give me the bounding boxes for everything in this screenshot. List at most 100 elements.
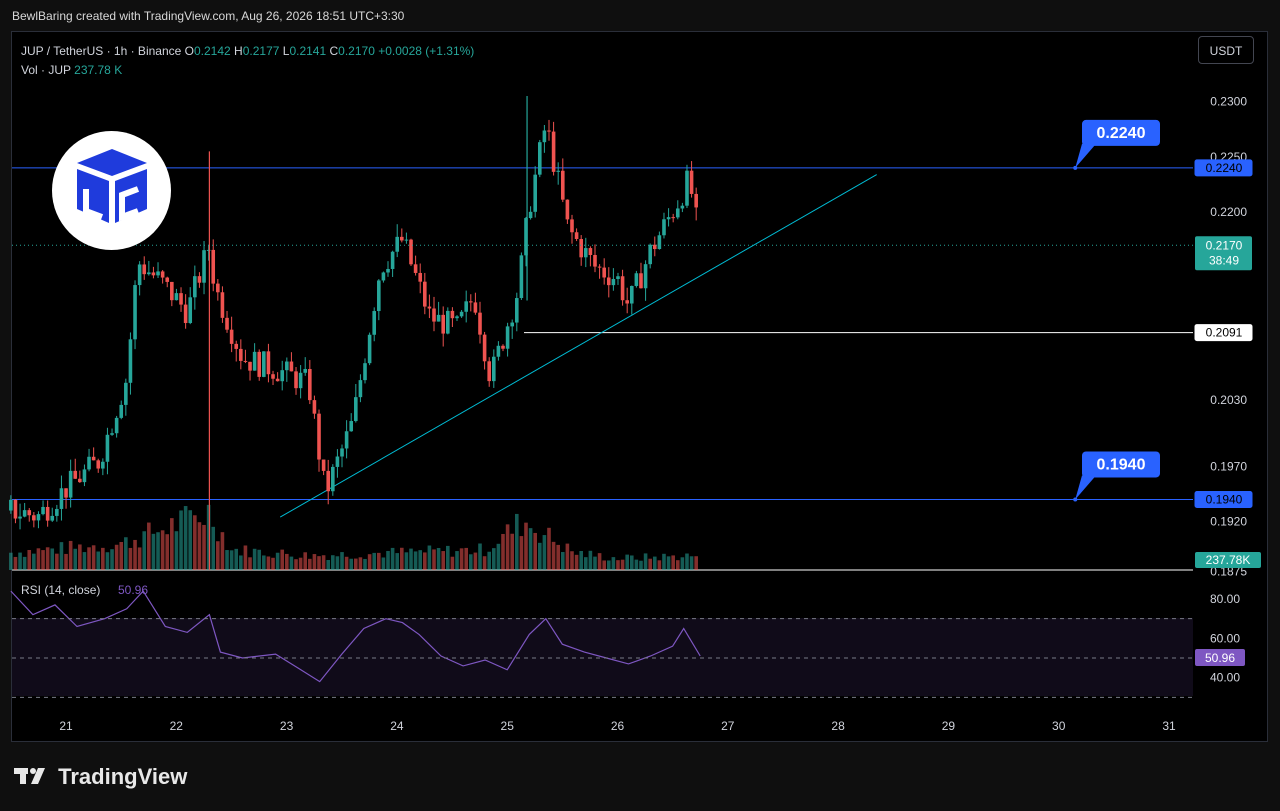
volume-bar bbox=[377, 552, 381, 570]
candle-body bbox=[197, 276, 202, 283]
volume-bar bbox=[262, 555, 266, 570]
volume-bar bbox=[275, 552, 280, 570]
candle-body bbox=[239, 348, 243, 361]
volume-value: 237.78 K bbox=[74, 63, 123, 77]
level-callout-text: 0.1940 bbox=[1097, 456, 1146, 473]
volume-bar bbox=[570, 551, 574, 570]
volume-bar bbox=[372, 552, 377, 570]
candle-body bbox=[685, 170, 689, 206]
candle-body bbox=[160, 271, 165, 278]
level-price-label bbox=[1194, 159, 1253, 177]
volume-bar bbox=[643, 553, 648, 570]
candle-body bbox=[275, 378, 280, 382]
currency-button[interactable]: USDT bbox=[1198, 36, 1254, 64]
volume-bar bbox=[602, 560, 606, 570]
candle-body bbox=[285, 361, 289, 371]
candle-body bbox=[689, 170, 694, 194]
volume-bar bbox=[400, 547, 404, 570]
volume-bar bbox=[27, 549, 32, 570]
candle-body bbox=[234, 343, 239, 349]
volume-bar bbox=[326, 559, 331, 570]
rsi-value-label bbox=[1195, 649, 1245, 666]
volume-bar bbox=[82, 552, 87, 570]
candle-body bbox=[114, 417, 119, 434]
volume-bar bbox=[59, 542, 64, 570]
callout-pointer bbox=[1075, 143, 1096, 168]
volume-bar bbox=[271, 557, 275, 570]
candle-body bbox=[280, 370, 285, 382]
volume-bar bbox=[252, 548, 257, 570]
candle-body bbox=[142, 264, 147, 275]
candle-body bbox=[73, 470, 78, 479]
candle-body bbox=[252, 351, 257, 371]
volume-bar bbox=[220, 532, 225, 570]
volume-bar bbox=[354, 558, 358, 570]
candle-body bbox=[602, 267, 606, 278]
candle-body bbox=[59, 488, 64, 509]
close-value: 0.2170 bbox=[338, 44, 375, 58]
volume-bar bbox=[648, 558, 652, 570]
volume-bar bbox=[671, 555, 675, 570]
volume-bar bbox=[606, 560, 611, 570]
volume-bar bbox=[386, 550, 390, 570]
candle-body bbox=[593, 254, 597, 267]
candle-body bbox=[13, 499, 18, 519]
volume-bar bbox=[560, 552, 565, 570]
candle-body bbox=[262, 351, 266, 377]
candle-body bbox=[606, 277, 611, 286]
tradingview-logo-icon bbox=[14, 768, 45, 784]
chart-frame[interactable] bbox=[11, 31, 1268, 742]
price-legend: JUP / TetherUS · 1h · Binance O0.2142 H0… bbox=[21, 42, 474, 80]
volume-bar bbox=[229, 550, 234, 570]
candle-body bbox=[216, 283, 220, 293]
volume-bar bbox=[206, 504, 211, 570]
candle-body bbox=[317, 413, 321, 460]
candle-body bbox=[473, 302, 478, 313]
volume-bar bbox=[469, 554, 473, 570]
volume-bar bbox=[579, 551, 583, 570]
volume-bar bbox=[294, 559, 298, 570]
candle-body bbox=[386, 268, 390, 273]
volume-bar bbox=[491, 548, 496, 570]
x-tick-label: 30 bbox=[1052, 719, 1066, 733]
candle-body bbox=[87, 456, 91, 470]
volume-bar bbox=[432, 549, 436, 570]
callout-anchor bbox=[1073, 497, 1078, 502]
volume-bar bbox=[381, 557, 386, 570]
volume-bar bbox=[514, 513, 519, 570]
volume-bar bbox=[652, 556, 657, 570]
volume-bar bbox=[404, 552, 409, 570]
volume-bar bbox=[234, 548, 239, 570]
volume-bar bbox=[248, 557, 252, 570]
volume-bar bbox=[450, 556, 455, 570]
volume-bar bbox=[101, 547, 105, 570]
open-label: O bbox=[184, 44, 194, 58]
volume-bar bbox=[183, 506, 188, 570]
volume-bar bbox=[321, 555, 326, 570]
volume-bar bbox=[524, 522, 528, 570]
volume-price-label bbox=[1195, 552, 1261, 568]
volume-bar bbox=[335, 556, 340, 570]
candle-body bbox=[55, 508, 59, 516]
candle-body bbox=[211, 249, 216, 284]
candle-body bbox=[308, 368, 312, 401]
volume-bar bbox=[639, 560, 643, 570]
level-price-label-text: 0.2091 bbox=[1206, 326, 1243, 340]
candle-body bbox=[206, 249, 211, 251]
candle-body bbox=[551, 131, 556, 172]
volume-bar bbox=[528, 528, 533, 570]
candle-body bbox=[680, 205, 685, 209]
volume-label[interactable]: Vol · JUP bbox=[21, 63, 71, 77]
candle-body bbox=[174, 293, 179, 301]
candle-body bbox=[128, 339, 133, 383]
volume-bar bbox=[547, 527, 551, 570]
callout-pointer bbox=[1075, 475, 1096, 500]
footer-brand-text: TradingView bbox=[58, 764, 188, 789]
candle-body bbox=[666, 217, 671, 220]
volume-bar bbox=[542, 535, 547, 570]
volume-bar bbox=[455, 551, 459, 570]
candle-body bbox=[418, 272, 423, 282]
symbol-label[interactable]: JUP / TetherUS · 1h · Binance bbox=[21, 44, 182, 58]
volume-bar bbox=[160, 530, 165, 570]
